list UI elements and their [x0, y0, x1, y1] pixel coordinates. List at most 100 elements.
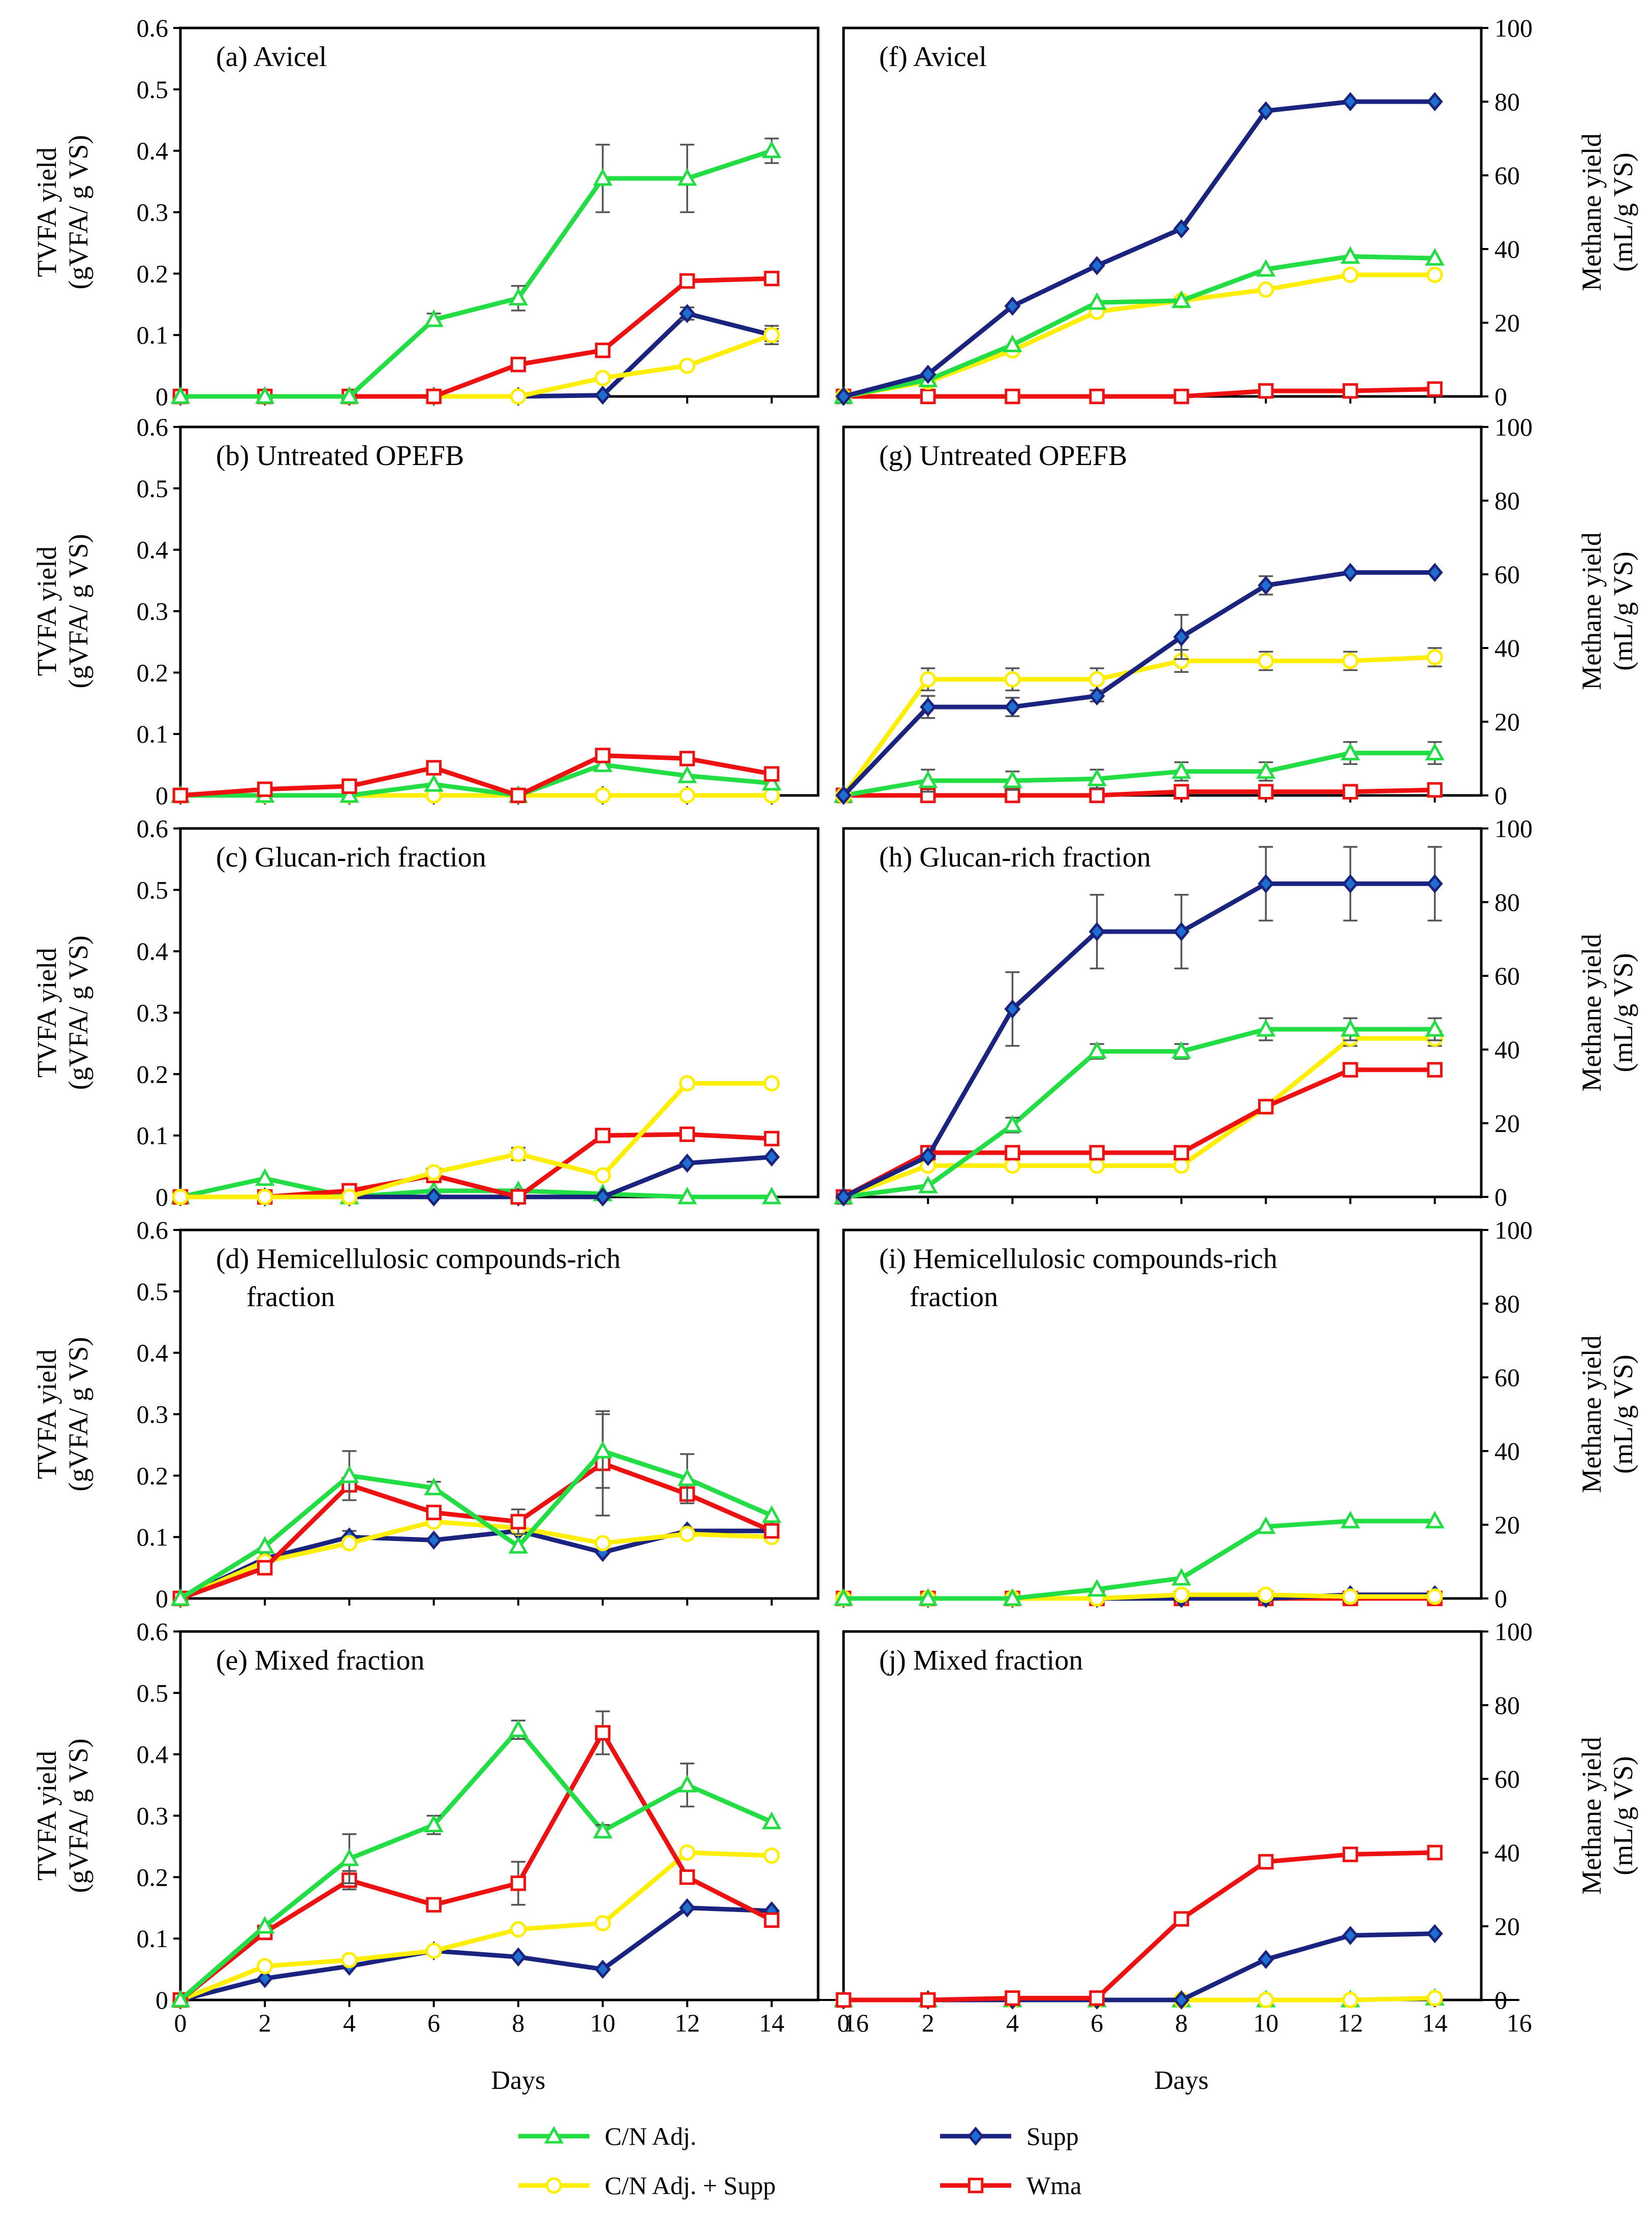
data-point-cn: [1087, 292, 1107, 310]
y-tick-label: 40: [1494, 1035, 1520, 1064]
y-axis-title: TVFA yield: [32, 1751, 62, 1881]
data-point-wma: [679, 1126, 695, 1142]
data-point-cnsupp: [679, 1526, 696, 1543]
series-line: [844, 787, 1435, 798]
data-point-cnsupp: [679, 787, 696, 804]
legend-label: Wma: [1026, 2171, 1081, 2200]
data-point-cn: [593, 1821, 613, 1839]
data-point-supp: [1258, 101, 1274, 120]
data-point-cn: [255, 1536, 275, 1554]
y-axis-title: TVFA yield: [32, 147, 62, 278]
data-point-wma: [595, 748, 611, 763]
y-axis-title: (gVFA/ g VS): [63, 1337, 93, 1491]
y-axis-title: Methane yield: [1576, 934, 1607, 1091]
data-point-supp: [1173, 1990, 1190, 2010]
data-point-cnsupp: [595, 1915, 611, 1931]
panel-title: (j) Mixed fraction: [879, 1645, 1083, 1676]
panel-title: (b) Untreated OPEFB: [216, 440, 464, 472]
data-point-cn: [508, 1719, 528, 1737]
data-point-cn: [1341, 1019, 1360, 1037]
data-point-supp: [763, 1147, 780, 1167]
data-point-supp: [595, 385, 611, 405]
panel-title: (e) Mixed fraction: [216, 1645, 424, 1676]
data-point-supp: [679, 1898, 696, 1918]
data-point-wma: [1343, 784, 1358, 799]
series-line: [844, 387, 1435, 399]
data-point-cn: [255, 386, 275, 404]
data-point-cn: [1425, 743, 1445, 761]
series-line: [844, 1931, 1435, 2003]
series-line: [843, 1027, 1435, 1199]
data-point-wma: [1427, 381, 1443, 397]
x-tick-label: 14: [759, 2009, 785, 2037]
series-cn: [170, 137, 782, 404]
data-point-cn: [1003, 1115, 1022, 1133]
y-tick-label: 100: [1494, 413, 1533, 441]
data-point-cnsupp: [510, 388, 526, 405]
y-tick-label: 0.1: [137, 1121, 169, 1150]
y-tick-label: 80: [1494, 1289, 1520, 1318]
data-point-cn: [1171, 1041, 1192, 1059]
data-point-wma: [679, 1869, 695, 1885]
panel-h: 0 20 40 60 80 100 Methane yield (mL/g VS) (h) Gl…: [833, 814, 1638, 1211]
plot-frame: [842, 827, 1483, 1198]
data-point-cn: [1256, 1516, 1276, 1534]
y-tick-label: 60: [1494, 1363, 1520, 1392]
data-point-wma: [1258, 784, 1274, 799]
data-point-cn: [1341, 743, 1360, 761]
y-tick-label: 100: [1494, 814, 1533, 843]
series-line: [180, 276, 772, 399]
data-point-cnsupp: [1004, 671, 1021, 688]
data-point-cnsupp: [425, 1943, 442, 1959]
series-line: [180, 762, 772, 798]
data-point-wma: [510, 787, 526, 804]
data-point-supp: [920, 364, 937, 384]
data-point-cn: [1256, 1019, 1276, 1037]
data-point-cn: [762, 1811, 782, 1830]
y-tick-label: 40: [1494, 634, 1520, 662]
series-line: [843, 254, 1435, 399]
legend-marker-wma: [968, 2177, 984, 2194]
data-point-supp: [1173, 219, 1190, 238]
x-tick-label: 4: [1006, 2009, 1019, 2037]
data-point-wma: [679, 273, 695, 289]
data-point-wma: [426, 760, 442, 776]
y-tick-label: 60: [1494, 161, 1520, 190]
data-point-cn: [508, 288, 528, 306]
plot-frame: [842, 1630, 1483, 2001]
data-point-wma: [1005, 388, 1020, 405]
data-point-wma: [1258, 1099, 1274, 1115]
data-point-cnsupp: [341, 1189, 358, 1205]
data-point-cnsupp: [1258, 1992, 1274, 2008]
data-point-wma: [920, 388, 936, 405]
panel-title: (d) Hemicellulosic compounds-rich: [216, 1243, 620, 1275]
y-tick-label: 0: [155, 1584, 168, 1613]
y-tick-label: 80: [1494, 486, 1520, 515]
data-point-supp: [425, 1530, 442, 1550]
data-point-cn: [677, 1186, 697, 1205]
data-point-cn: [677, 765, 697, 783]
data-point-cn: [339, 386, 359, 404]
data-point-wma: [1258, 1854, 1274, 1870]
data-point-cn: [1087, 768, 1107, 786]
data-point-supp: [835, 387, 852, 406]
data-point-cnsupp: [595, 1535, 611, 1552]
data-point-cnsupp: [763, 787, 780, 804]
data-point-cn: [339, 1848, 359, 1866]
series-line: [180, 1081, 772, 1199]
data-point-cnsupp: [679, 1075, 696, 1092]
panel-g: 0 20 40 60 80 100 Methane yield (mL/g VS) (g) Un…: [833, 413, 1638, 810]
x-tick-label: 6: [1090, 2009, 1103, 2037]
data-point-supp: [1004, 697, 1021, 717]
x-tick-label: 12: [674, 2009, 700, 2037]
data-point-wma: [1089, 388, 1105, 405]
series-line: [842, 1067, 1435, 1199]
legend-marker-cn: [544, 2125, 564, 2144]
data-point-cnsupp: [1258, 653, 1274, 669]
y-tick-label: 0.1: [137, 321, 169, 349]
series-line: [179, 1905, 772, 2003]
data-point-cn: [918, 770, 938, 788]
data-point-supp: [595, 1187, 611, 1207]
y-tick-label: 20: [1494, 1511, 1520, 1539]
series-cn: [833, 1511, 1445, 1606]
